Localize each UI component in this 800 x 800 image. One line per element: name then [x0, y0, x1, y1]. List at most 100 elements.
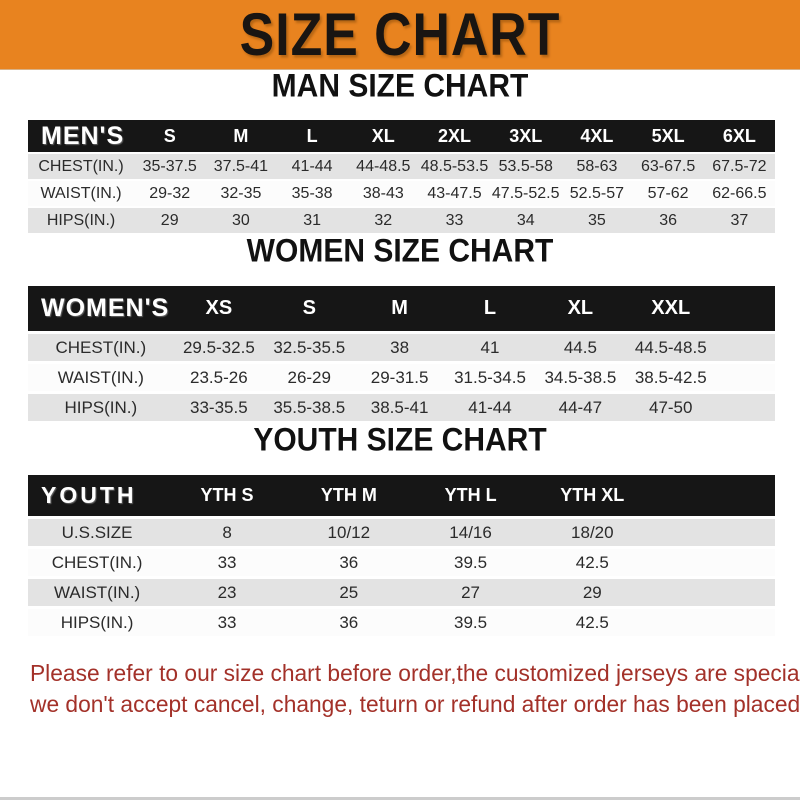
size-value-cell: 38-43: [347, 181, 419, 206]
row-label: HIPS(IN.): [28, 394, 174, 421]
row-label: HIPS(IN.): [28, 208, 135, 233]
men-size-table: MEN'S S M L XL 2XL 3XL 4XL 5XL 6XL CHEST(IN.) 35-37…: [28, 118, 775, 235]
table-corner-label: MEN'S: [28, 120, 135, 152]
size-value-cell: 36: [632, 208, 704, 233]
size-value-cell: 34: [490, 208, 562, 233]
size-value-cell: 32.5-35.5: [264, 334, 355, 361]
size-column-header: 3XL: [490, 120, 562, 152]
size-value-cell: 32: [347, 208, 419, 233]
blank-cell: [653, 579, 775, 606]
size-value-cell: 33-35.5: [173, 394, 265, 421]
size-value-cell: 31: [276, 208, 348, 233]
size-value-cell: 41: [444, 334, 536, 361]
footer-line-1: Please refer to our size chart before or…: [30, 660, 800, 686]
size-value-cell: 43-47.5: [418, 181, 491, 206]
size-value-cell: 27: [409, 579, 532, 606]
size-column-header: 5XL: [632, 120, 704, 152]
youth-size-table: YOUTH YTH S YTH M YTH L YTH XL U.S.SIZE 8 10/12…: [28, 472, 775, 639]
blank-cell: [715, 394, 775, 421]
blank-cell: [653, 549, 775, 576]
table-row: CHEST(IN.) 29.5-32.5 32.5-35.5 38 41 44.5 44.5…: [28, 334, 775, 361]
size-value-cell: 44-47: [535, 394, 626, 421]
row-label: WAIST(IN.): [28, 364, 174, 391]
size-value-cell: 18/20: [531, 519, 654, 546]
size-value-cell: 63-67.5: [632, 154, 704, 179]
size-value-cell: 39.5: [409, 609, 532, 636]
table-row: WAIST(IN.) 29-32 32-35 35-38 38-43 43-47.5 47.…: [28, 181, 775, 206]
size-value-cell: 29: [134, 208, 206, 233]
size-value-cell: 53.5-58: [490, 154, 562, 179]
table-row: CHEST(IN.) 33 36 39.5 42.5: [28, 549, 775, 576]
size-column-header: M: [205, 120, 277, 152]
size-value-cell: 33: [418, 208, 491, 233]
table-row: HIPS(IN.) 29 30 31 32 33 34 35 36 37: [28, 208, 775, 233]
table-header-row: YOUTH YTH S YTH M YTH L YTH XL: [28, 475, 775, 516]
size-column-header: L: [444, 286, 536, 331]
size-value-cell: 52.5-57: [561, 181, 633, 206]
size-column-header: YTH M: [287, 475, 410, 516]
row-label: CHEST(IN.): [28, 549, 167, 576]
blank-header-cell: [653, 475, 775, 516]
size-value-cell: 35: [561, 208, 633, 233]
footer-line-2: we don't accept cancel, change, teturn o…: [30, 691, 800, 717]
size-value-cell: 29-32: [134, 181, 206, 206]
size-value-cell: 36: [287, 609, 410, 636]
size-column-header: S: [264, 286, 355, 331]
size-value-cell: 26-29: [264, 364, 355, 391]
page-title: SIZE CHART: [239, 0, 561, 69]
size-value-cell: 35-38: [276, 181, 348, 206]
table-row: HIPS(IN.) 33-35.5 35.5-38.5 38.5-41 41-44 44-…: [28, 394, 775, 421]
size-value-cell: 35.5-38.5: [264, 394, 355, 421]
women-size-table: WOMEN'S XS S M L XL XXL CHEST(IN.) 29.5-32.5 32.5…: [28, 283, 775, 424]
size-value-cell: 38: [354, 334, 445, 361]
size-column-header: XXL: [625, 286, 716, 331]
size-value-cell: 34.5-38.5: [535, 364, 626, 391]
size-value-cell: 33: [166, 549, 288, 576]
table-row: WAIST(IN.) 23 25 27 29: [28, 579, 775, 606]
size-value-cell: 14/16: [409, 519, 532, 546]
size-value-cell: 38.5-42.5: [625, 364, 716, 391]
size-value-cell: 23.5-26: [173, 364, 265, 391]
size-value-cell: 47-50: [625, 394, 716, 421]
size-column-header: 6XL: [703, 120, 775, 152]
table-row: U.S.SIZE 8 10/12 14/16 18/20: [28, 519, 775, 546]
title-banner: SIZE CHART: [0, 0, 800, 70]
size-value-cell: 44.5: [535, 334, 626, 361]
size-value-cell: 37: [703, 208, 775, 233]
size-value-cell: 29.5-32.5: [173, 334, 265, 361]
size-value-cell: 33: [166, 609, 288, 636]
size-value-cell: 47.5-52.5: [490, 181, 562, 206]
blank-cell: [653, 519, 775, 546]
size-value-cell: 36: [287, 549, 410, 576]
footer-disclaimer: Please refer to our size chart before or…: [30, 658, 800, 720]
size-value-cell: 10/12: [287, 519, 410, 546]
size-value-cell: 44.5-48.5: [625, 334, 716, 361]
size-value-cell: 29-31.5: [354, 364, 445, 391]
size-column-header: XL: [347, 120, 419, 152]
table-row: WAIST(IN.) 23.5-26 26-29 29-31.5 31.5-34.5 34…: [28, 364, 775, 391]
size-value-cell: 35-37.5: [134, 154, 206, 179]
size-column-header: YTH L: [409, 475, 532, 516]
blank-header-cell: [715, 286, 775, 331]
size-value-cell: 42.5: [531, 609, 654, 636]
size-value-cell: 32-35: [205, 181, 277, 206]
size-value-cell: 62-66.5: [703, 181, 775, 206]
table-row: CHEST(IN.) 35-37.5 37.5-41 41-44 44-48.5 48.5…: [28, 154, 775, 179]
blank-cell: [653, 609, 775, 636]
size-column-header: 4XL: [561, 120, 633, 152]
size-value-cell: 30: [205, 208, 277, 233]
size-value-cell: 41-44: [444, 394, 536, 421]
row-label: HIPS(IN.): [28, 609, 167, 636]
size-value-cell: 38.5-41: [354, 394, 445, 421]
size-column-header: XS: [173, 286, 265, 331]
table-corner-label: YOUTH: [28, 475, 167, 516]
size-value-cell: 37.5-41: [205, 154, 277, 179]
size-column-header: YTH S: [166, 475, 288, 516]
size-value-cell: 67.5-72: [703, 154, 775, 179]
size-column-header: 2XL: [418, 120, 491, 152]
women-section-heading: WOMEN SIZE CHART: [246, 233, 554, 270]
size-column-header: S: [134, 120, 206, 152]
size-column-header: M: [354, 286, 445, 331]
size-value-cell: 29: [531, 579, 654, 606]
